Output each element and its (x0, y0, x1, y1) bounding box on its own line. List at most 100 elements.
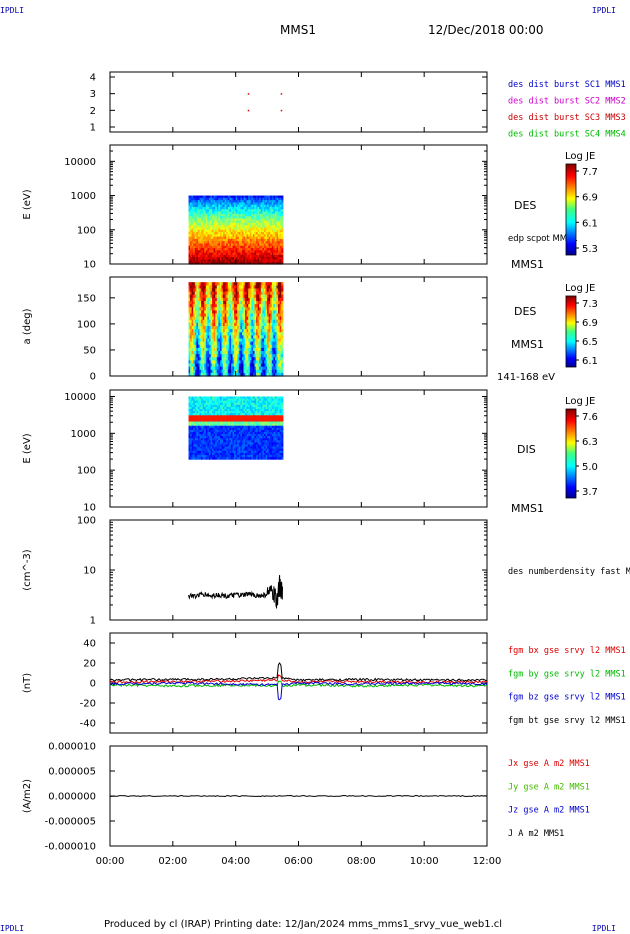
heatmap-cell (241, 431, 245, 435)
heatmap-cell (196, 282, 199, 286)
heatmap-cell (194, 234, 197, 238)
heatmap-cell (219, 341, 223, 346)
heatmap-cell (246, 338, 249, 343)
heatmap-cell (216, 398, 219, 402)
heatmap-cell (197, 313, 201, 318)
heatmap-cell (273, 204, 276, 208)
heatmap-cell (213, 446, 216, 450)
heatmap-cell (270, 372, 273, 377)
heatmap-cell (224, 411, 227, 414)
heatmap-cell (232, 316, 235, 321)
heatmap-cell (232, 429, 235, 433)
heatmap-cell (215, 202, 218, 206)
heatmap-cell (232, 442, 235, 446)
heatmap-cell (191, 413, 194, 416)
heatmap-cell (251, 213, 254, 217)
heatmap-cell (249, 197, 252, 201)
heatmap-cell (259, 304, 262, 308)
heatmap-cell (254, 347, 257, 352)
heatmap-cell (274, 372, 278, 377)
heatmap-cell (196, 338, 199, 343)
heatmap-cell (227, 300, 230, 305)
heatmap-cell (243, 369, 246, 374)
heatmap-cell (270, 204, 273, 208)
heatmap-cell (226, 429, 229, 433)
heatmap-cell (188, 197, 191, 201)
heatmap-cell (207, 329, 210, 333)
heatmap-cell (199, 347, 202, 352)
heatmap-cell (226, 431, 229, 435)
heatmap-cell (278, 294, 281, 299)
heatmap-cell (224, 423, 227, 427)
heatmap-cell (234, 354, 237, 358)
heatmap-cell (257, 211, 260, 215)
heatmap-cell (279, 209, 282, 213)
heatmap-cell (249, 236, 252, 240)
heatmap-cell (259, 211, 262, 215)
heatmap-cell (248, 427, 251, 431)
heatmap-cell (223, 250, 226, 254)
heatmap-cell (197, 372, 201, 377)
heatmap-cell (260, 338, 263, 343)
heatmap-cell (193, 409, 196, 412)
heatmap-cell (260, 241, 263, 245)
heatmap-cell (248, 332, 251, 336)
heatmap-cell (256, 294, 259, 299)
heatmap-cell (216, 404, 219, 408)
heatmap-cell (256, 354, 259, 358)
heatmap-cell (229, 206, 232, 210)
heatmap-cell (212, 442, 215, 446)
heatmap-cell (279, 329, 282, 333)
heatmap-cell (197, 440, 201, 443)
heatmap-cell (188, 350, 191, 355)
heatmap-cell (274, 366, 278, 371)
heatmap-cell (218, 288, 221, 293)
heatmap-cell (265, 282, 268, 286)
heatmap-cell (267, 304, 270, 308)
heatmap-cell (190, 419, 193, 423)
heatmap-cell (263, 335, 267, 340)
heatmap-cell (201, 442, 204, 446)
heatmap-cell (210, 227, 213, 231)
heatmap-cell (232, 282, 235, 286)
heatmap-cell (188, 319, 191, 324)
heatmap-cell (265, 248, 268, 251)
heatmap-cell (226, 344, 229, 349)
heatmap-cell (235, 248, 238, 251)
heatmap-cell (190, 350, 193, 355)
heatmap-cell (216, 411, 219, 414)
heatmap-cell (213, 448, 216, 452)
heatmap-cell (265, 332, 268, 336)
heatmap-cell (245, 213, 248, 217)
heatmap-cell (221, 238, 224, 242)
heatmap-cell (260, 307, 263, 311)
heatmap-cell (249, 294, 252, 299)
heatmap-cell (215, 402, 218, 406)
heatmap-cell (204, 254, 207, 258)
heatmap-cell (241, 344, 245, 349)
heatmap-cell (223, 220, 226, 224)
heatmap-cell (208, 319, 212, 324)
heatmap-cell (270, 360, 273, 365)
heatmap-cell (199, 259, 202, 263)
heatmap-cell (241, 454, 245, 458)
heatmap-cell (226, 236, 229, 240)
heatmap-cell (194, 206, 197, 210)
heatmap-cell (276, 366, 279, 371)
heatmap-cell (216, 369, 219, 374)
heatmap-cell (202, 310, 205, 315)
heatmap-cell (223, 452, 226, 456)
heatmap-cell (202, 423, 205, 427)
heatmap-cell (281, 291, 284, 296)
heatmap-cell (240, 398, 243, 402)
heatmap-cell (246, 350, 249, 355)
heatmap-cell (263, 204, 267, 208)
heatmap-cell (196, 452, 199, 456)
heatmap-cell (268, 304, 271, 308)
heatmap-cell (245, 446, 248, 450)
heatmap-cell (243, 398, 246, 402)
heatmap-cell (252, 310, 256, 315)
heatmap-cell (257, 245, 260, 249)
heatmap-cell (199, 216, 202, 219)
heatmap-cell (251, 254, 254, 258)
